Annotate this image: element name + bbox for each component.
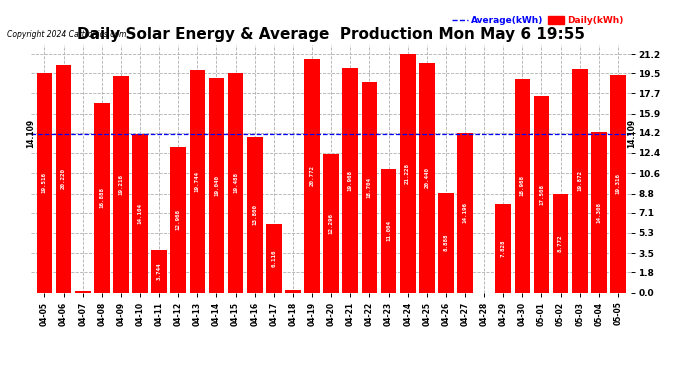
Bar — [266, 224, 282, 292]
Text: 6.116: 6.116 — [271, 249, 277, 267]
Text: 19.516: 19.516 — [42, 172, 47, 193]
Bar — [381, 169, 396, 292]
Text: 20.220: 20.220 — [61, 168, 66, 189]
Text: 21.228: 21.228 — [405, 163, 410, 184]
Text: 20.772: 20.772 — [310, 165, 315, 186]
Text: 17.508: 17.508 — [539, 183, 544, 204]
Bar — [572, 69, 588, 292]
Bar — [285, 290, 301, 292]
Bar — [533, 96, 549, 292]
Bar — [247, 137, 263, 292]
Bar — [438, 192, 454, 292]
Text: Copyright 2024 Cartronics.com: Copyright 2024 Cartronics.com — [7, 30, 126, 39]
Bar — [170, 147, 186, 292]
Text: 14.308: 14.308 — [596, 201, 602, 222]
Bar — [362, 82, 377, 292]
Text: 19.744: 19.744 — [195, 171, 200, 192]
Bar — [56, 65, 71, 292]
Bar — [113, 76, 129, 292]
Text: 19.216: 19.216 — [119, 174, 124, 195]
Bar — [515, 79, 530, 292]
Bar — [495, 204, 511, 292]
Bar — [190, 70, 205, 292]
Bar — [610, 75, 626, 292]
Text: 14.196: 14.196 — [462, 202, 468, 223]
Bar — [342, 68, 358, 292]
Text: 19.488: 19.488 — [233, 172, 238, 194]
Bar — [37, 73, 52, 292]
Text: 19.316: 19.316 — [615, 173, 620, 194]
Text: 19.040: 19.040 — [214, 175, 219, 196]
Bar — [75, 291, 90, 292]
Text: 19.968: 19.968 — [348, 170, 353, 190]
Title: Daily Solar Energy & Average  Production Mon May 6 19:55: Daily Solar Energy & Average Production … — [77, 27, 585, 42]
Text: 8.772: 8.772 — [558, 234, 563, 252]
Bar — [228, 73, 244, 292]
Bar — [132, 134, 148, 292]
Text: 14.109: 14.109 — [26, 119, 35, 148]
Bar — [324, 154, 339, 292]
Bar — [400, 54, 415, 292]
Bar — [553, 194, 569, 292]
Bar — [304, 59, 320, 292]
Text: 14.104: 14.104 — [137, 202, 143, 223]
Text: 14.109: 14.109 — [627, 119, 637, 148]
Text: 16.888: 16.888 — [99, 187, 104, 208]
Text: 19.872: 19.872 — [578, 170, 582, 191]
Text: 18.704: 18.704 — [367, 177, 372, 198]
Legend: Average(kWh), Daily(kWh): Average(kWh), Daily(kWh) — [448, 12, 627, 28]
Bar — [94, 102, 110, 292]
Bar — [457, 133, 473, 292]
Text: 3.744: 3.744 — [157, 263, 161, 280]
Text: 7.828: 7.828 — [501, 240, 506, 257]
Text: 20.440: 20.440 — [424, 167, 429, 188]
Bar — [591, 132, 607, 292]
Text: 12.968: 12.968 — [176, 209, 181, 230]
Text: 13.800: 13.800 — [253, 204, 257, 225]
Text: 11.004: 11.004 — [386, 220, 391, 241]
Bar — [419, 63, 435, 292]
Text: 12.296: 12.296 — [328, 213, 334, 234]
Text: 8.888: 8.888 — [444, 234, 448, 251]
Bar — [151, 251, 167, 292]
Text: 18.968: 18.968 — [520, 175, 525, 196]
Bar — [208, 78, 224, 292]
